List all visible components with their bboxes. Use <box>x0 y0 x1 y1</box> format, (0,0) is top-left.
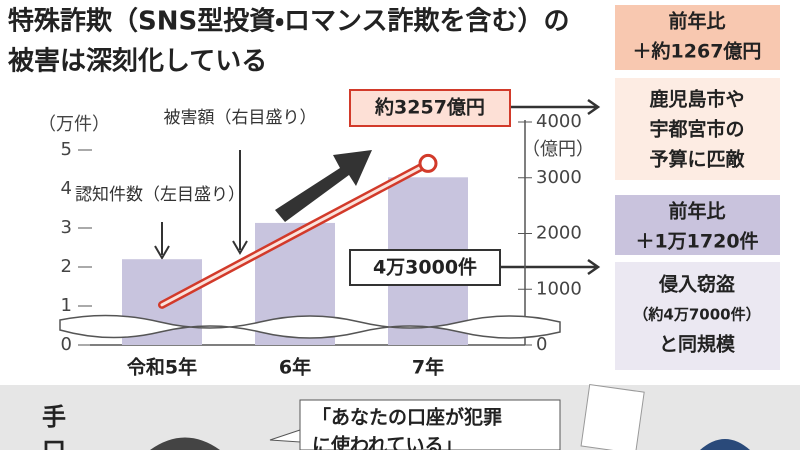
pointer-arrow <box>510 98 601 116</box>
y-tick-label: 3 <box>61 217 72 238</box>
y-tick-label: 2 <box>61 256 72 277</box>
value-label: 4万3000件 <box>373 256 477 279</box>
y-tick-label: 1 <box>61 295 72 316</box>
label-box <box>349 89 511 127</box>
y2-axis-label: （億円） <box>522 139 594 160</box>
trend-arrow <box>275 150 372 222</box>
panel-body: 予算に匹敵 <box>649 148 745 171</box>
panel-body: 侵入窃盗 <box>658 273 735 296</box>
line <box>160 161 430 307</box>
section-heading: 手 <box>42 403 66 431</box>
panel-header: 前年比 <box>668 10 725 33</box>
value-label: 約3257億円 <box>374 96 485 119</box>
panel-body: （約4万7000件） <box>633 306 760 324</box>
person-icon <box>150 437 220 450</box>
speech-text: に使われている」 <box>312 435 462 450</box>
panel-body-bg <box>615 78 780 180</box>
speech-text: 「あなたの口座が犯罪 <box>312 406 502 429</box>
x-tick-label: 6年 <box>279 356 311 379</box>
y2-tick-label: 2000 <box>536 223 582 244</box>
document-icon <box>580 383 645 450</box>
section-heading: 口 <box>42 437 66 450</box>
y-tick-label: 5 <box>61 139 72 160</box>
panel-header: 前年比 <box>668 200 725 223</box>
x-tick-label: 7年 <box>412 356 444 379</box>
y-tick-label: 0 <box>61 334 72 355</box>
y2-tick-label: 0 <box>536 334 547 355</box>
title: 被害は深刻化している <box>7 47 267 77</box>
axis-break <box>59 314 561 339</box>
y2-tick-label: 3000 <box>536 167 582 188</box>
line-endpoint <box>418 153 438 173</box>
label-box <box>349 249 501 286</box>
pointer-arrow <box>154 222 170 260</box>
panel-body: 鹿児島市や <box>649 88 744 111</box>
person-icon <box>700 439 750 450</box>
panel-header: ＋約1267億円 <box>633 40 762 63</box>
series-label: 被害額（右目盛り） <box>164 108 317 128</box>
panel-body-bg <box>615 262 780 370</box>
panel-body: 宇都宮市の <box>649 118 744 141</box>
panel-header-bg <box>615 5 780 70</box>
panel-header-bg <box>615 195 780 255</box>
x-tick-label: 令和5年 <box>127 356 197 379</box>
y2-tick-label: 4000 <box>536 111 582 132</box>
pointer-arrow <box>232 150 248 255</box>
speech-bubble <box>269 399 561 450</box>
y2-tick-label: 1000 <box>536 278 582 299</box>
pointer-arrow <box>500 258 601 276</box>
y-axis-label: （万件） <box>38 114 110 135</box>
y-tick-label: 4 <box>61 178 72 199</box>
series-label: 認知件数（左目盛り） <box>75 185 245 205</box>
panel-header: ＋1万1720件 <box>635 230 758 253</box>
panel-body: と同規模 <box>659 333 736 356</box>
title: 特殊詐欺（SNS型投資・ロマンス詐欺を含む）の <box>8 6 570 37</box>
